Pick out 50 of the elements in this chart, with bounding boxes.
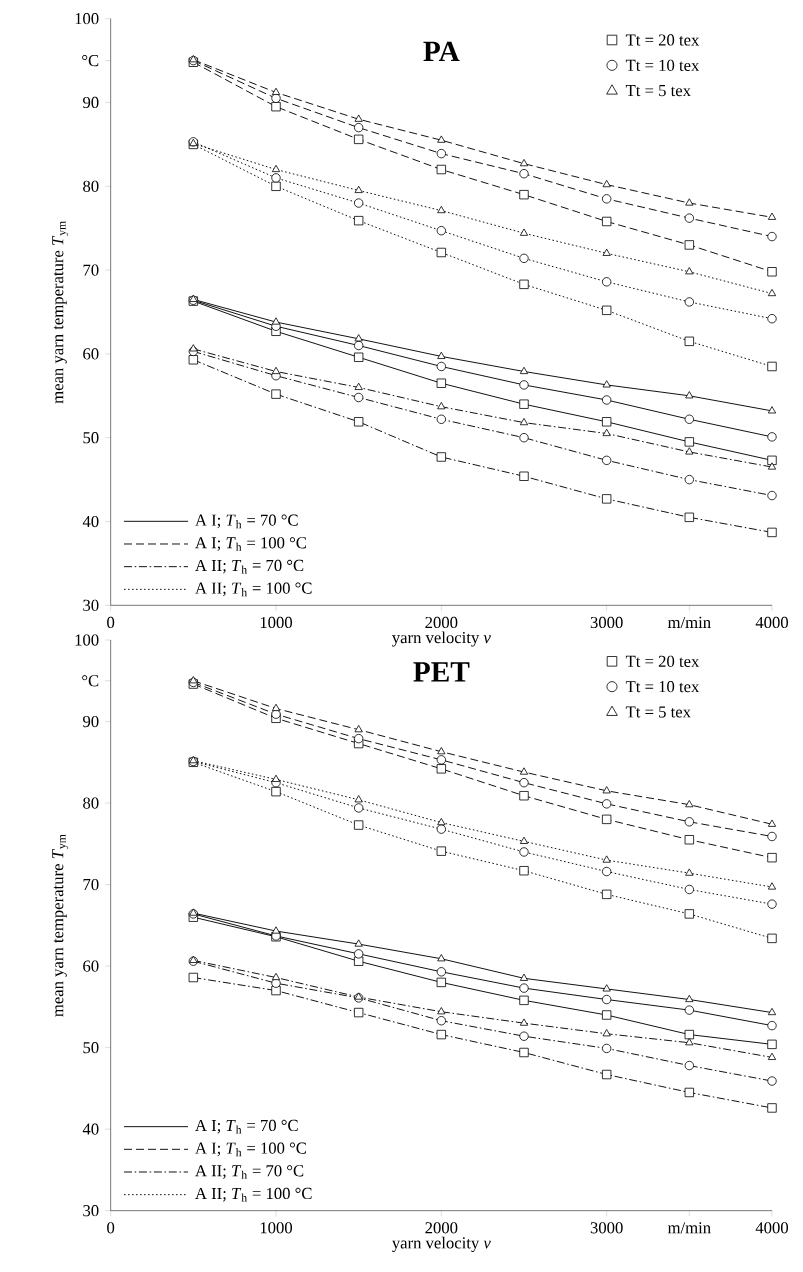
annotation: A II; T$_{h}$ = 100 °C <box>195 1187 312 1202</box>
y-tick-label: 70 <box>83 878 99 891</box>
annotation: A I; T$_{h}$ = 70 °C <box>195 514 298 529</box>
annotation: A I; T$_{h}$ = 100 °C <box>195 1142 307 1157</box>
x-tick-label: 0 <box>107 1222 115 1234</box>
x-tick-label: m/min <box>668 616 712 629</box>
y-tick-label: 60 <box>83 348 99 360</box>
annotation: Tt = 20 tex <box>626 655 700 667</box>
x-axis-title: yarn velocity v <box>392 1236 492 1252</box>
annotation: Tt = 5 tex <box>626 706 691 718</box>
annotation: Tt = 20 tex <box>626 34 700 46</box>
x-tick-label: m/min <box>668 1222 712 1234</box>
x-tick-label: 4000 <box>755 1222 789 1234</box>
y-tick-label: 60 <box>83 960 99 972</box>
y-axis-title: mean yarn temperature T$_{ym}$ <box>52 834 69 1017</box>
x-tick-label: 2000 <box>425 1222 458 1234</box>
y-tick-label: 90 <box>83 96 99 109</box>
y-tick-label: 30 <box>83 599 99 611</box>
annotation: A I; T$_{h}$ = 70 °C <box>195 1119 298 1134</box>
y-tick-label: 50 <box>83 1042 99 1054</box>
y-tick-label: 70 <box>83 264 99 276</box>
x-tick-label: 0 <box>107 616 115 629</box>
x-axis-title: yarn velocity v <box>392 631 492 647</box>
y-tick-label: 100 <box>75 13 99 25</box>
annotation: A II; T$_{h}$ = 70 °C <box>195 559 304 574</box>
y-tick-label: 40 <box>82 515 99 528</box>
y-tick-label: 80 <box>83 797 99 809</box>
annotation: A I; T$_{h}$ = 100 °C <box>195 537 307 551</box>
annotation: A II; T$_{h}$ = 70 °C <box>195 1165 304 1179</box>
y-tick-label: 100 <box>75 634 99 646</box>
y-axis-title: mean yarn temperature T$_{ym}$ <box>52 221 69 404</box>
x-tick-label: 1000 <box>260 1222 293 1234</box>
x-tick-label: 4000 <box>755 616 789 629</box>
x-tick-label: 1000 <box>260 616 293 629</box>
annotation: A II; T$_{h}$ = 100 °C <box>195 582 312 597</box>
y-tick-label: °C <box>82 54 99 67</box>
text: PA <box>423 41 460 61</box>
y-tick-label: °C <box>82 675 99 687</box>
annotation: Tt = 10 tex <box>626 681 700 693</box>
text: PET <box>413 662 470 682</box>
y-tick-label: 40 <box>82 1123 99 1135</box>
annotation: Tt = 10 tex <box>626 59 700 71</box>
x-tick-label: 3000 <box>590 616 623 629</box>
y-tick-label: 90 <box>83 715 99 728</box>
x-tick-label: 3000 <box>590 1222 623 1234</box>
y-tick-label: 30 <box>83 1205 99 1217</box>
y-tick-label: 80 <box>83 180 99 192</box>
y-tick-label: 50 <box>83 432 99 444</box>
x-tick-label: 2000 <box>425 616 458 629</box>
annotation: Tt = 5 tex <box>626 85 691 97</box>
